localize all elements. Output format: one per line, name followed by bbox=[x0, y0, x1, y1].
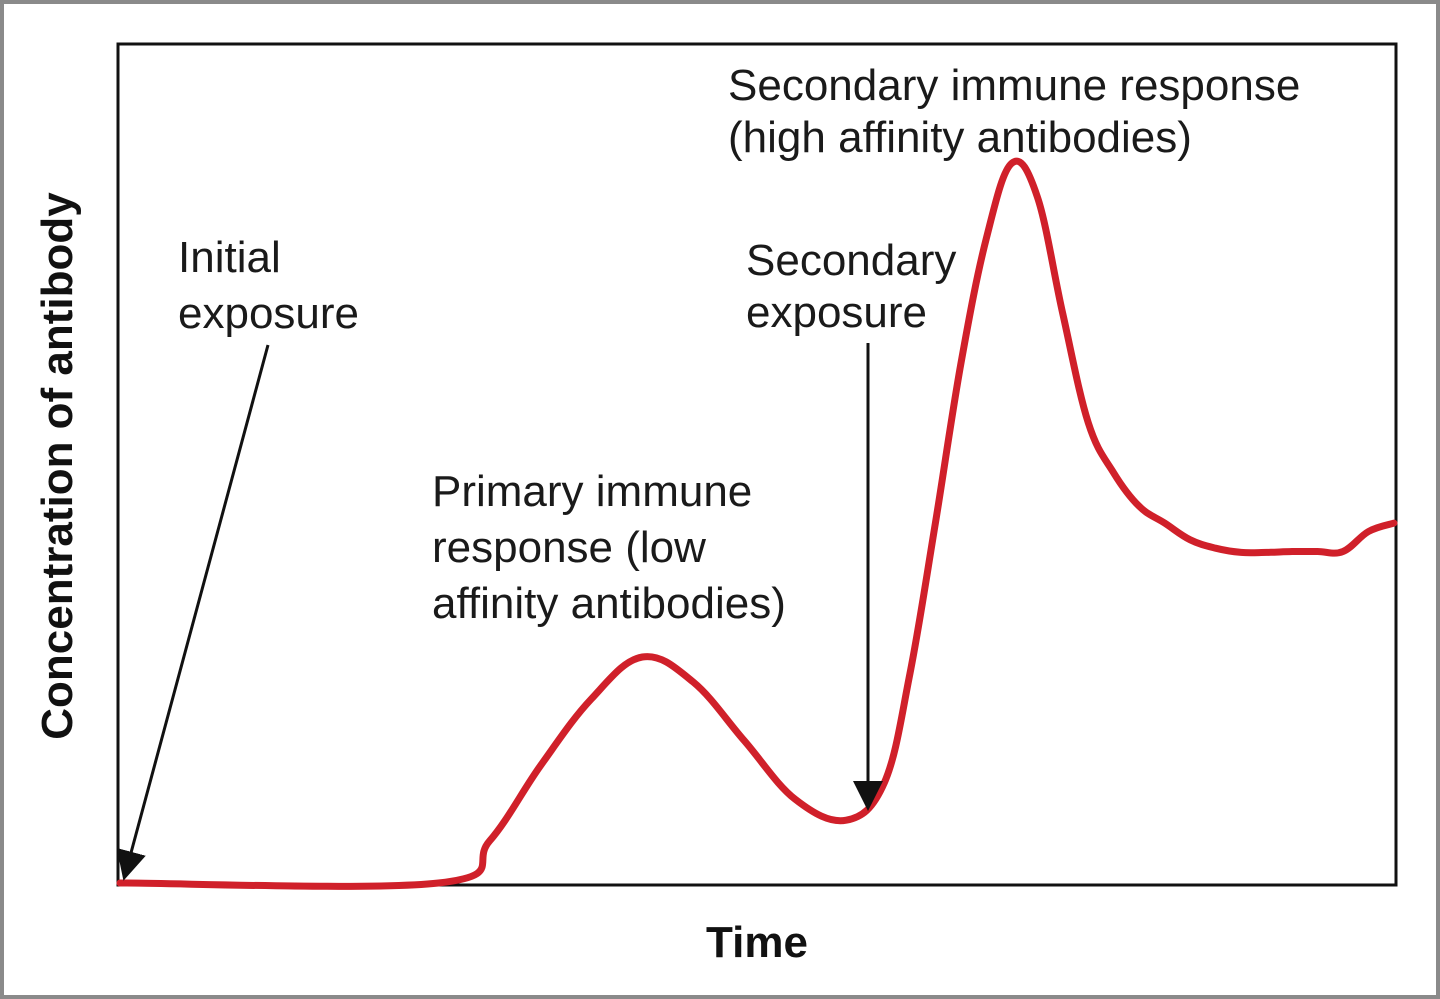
primary-response-line: Primary immune bbox=[432, 467, 752, 516]
primary-response-line: affinity antibodies) bbox=[432, 579, 786, 628]
secondary-exposure-label: Secondary exposure bbox=[746, 236, 969, 337]
x-axis-label: Time bbox=[706, 918, 808, 967]
secondary-exposure-line: exposure bbox=[746, 288, 927, 337]
antibody-concentration-line bbox=[116, 157, 1398, 890]
initial-exposure-line: Initial bbox=[178, 233, 281, 282]
plot-area bbox=[116, 42, 1398, 887]
initial-exposure-label: Initial exposure bbox=[178, 233, 359, 338]
primary-response-line: response (low bbox=[432, 523, 706, 572]
primary-response-label: Primary immune response (low affinity an… bbox=[432, 467, 786, 628]
initial-exposure-line: exposure bbox=[178, 289, 359, 338]
y-axis-label: Concentration of antibody bbox=[33, 192, 82, 740]
initial-exposure-arrow bbox=[116, 344, 270, 881]
secondary-exposure-line: Secondary bbox=[746, 236, 956, 285]
secondary-response-line: Secondary immune response bbox=[728, 61, 1300, 110]
secondary-response-line: (high affinity antibodies) bbox=[728, 113, 1192, 162]
secondary-response-label: Secondary immune response (high affinity… bbox=[728, 61, 1313, 162]
